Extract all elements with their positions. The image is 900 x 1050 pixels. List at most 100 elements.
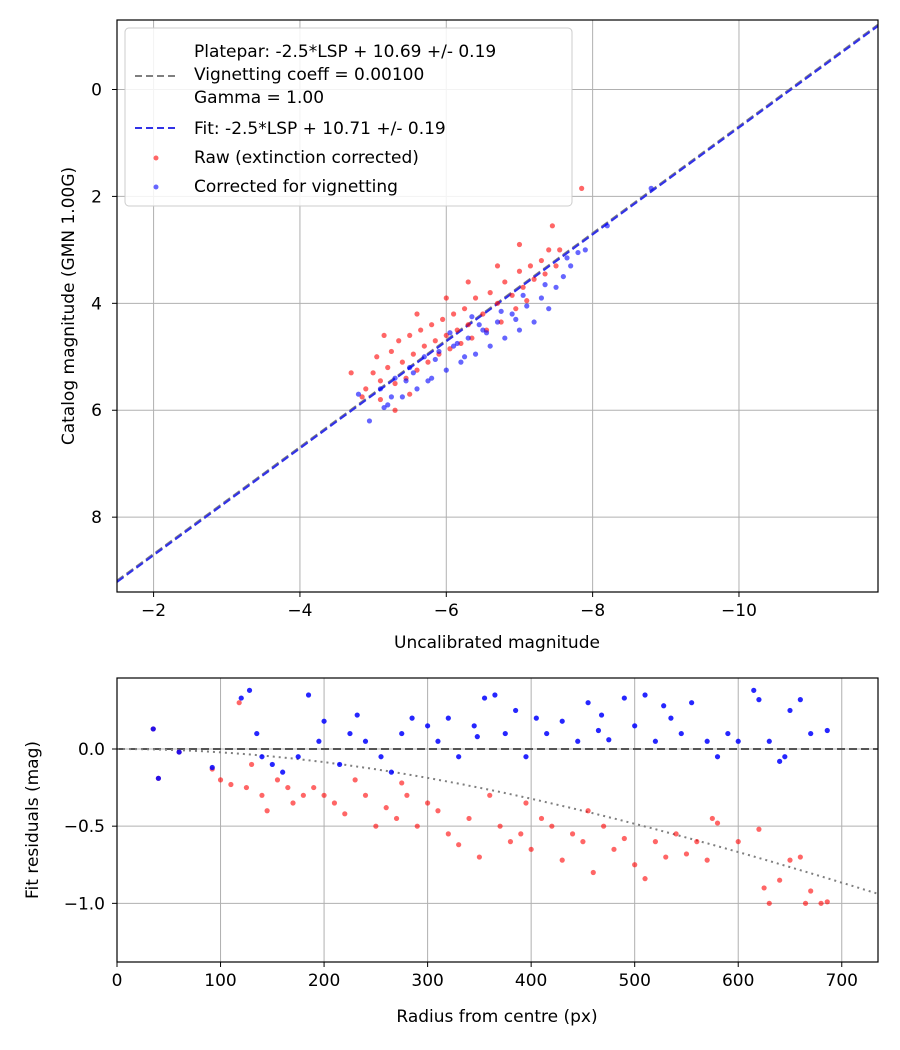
raw-point [418, 327, 424, 333]
corrected-point [465, 335, 471, 341]
corrected-residual-point [621, 695, 627, 701]
corrected-point [407, 364, 413, 371]
raw-point [469, 335, 475, 341]
corrected-residual-point [481, 695, 488, 701]
bottom-x-tick-label: 600 [722, 971, 754, 991]
raw-point [538, 257, 545, 264]
corrected-point [502, 335, 508, 341]
raw-residual-point [549, 823, 555, 829]
corrected-residual-point [321, 718, 327, 724]
corrected-residual-point [735, 738, 741, 744]
corrected-point [538, 295, 545, 301]
raw-residual-point [761, 885, 767, 891]
raw-residual-point [497, 823, 503, 829]
raw-point [392, 407, 398, 413]
corrected-residual-point [471, 723, 477, 729]
raw-point [520, 284, 526, 290]
corrected-point [388, 394, 394, 400]
corrected-point [575, 249, 581, 256]
raw-point [432, 338, 438, 344]
raw-residual-point [824, 899, 830, 905]
raw-point [348, 370, 354, 376]
top-y-axis-label: Catalog magnitude (GMN 1.00G) [59, 167, 79, 445]
raw-residual-point [673, 831, 679, 837]
raw-point [498, 319, 504, 325]
raw-point [480, 311, 486, 317]
corrected-point [498, 308, 504, 314]
corrected-residual-point [689, 700, 695, 706]
raw-residual-point [797, 854, 803, 860]
corrected-residual-point [714, 754, 721, 760]
raw-residual-point [642, 876, 648, 882]
raw-point [414, 311, 420, 317]
corrected-point [472, 351, 479, 357]
raw-residual-point [704, 857, 710, 863]
bottom-y-tick-label: −0.5 [64, 817, 105, 837]
corrected-point [425, 378, 431, 384]
corrected-point [450, 343, 457, 349]
raw-residual-point [290, 800, 296, 806]
corrected-point [366, 418, 373, 424]
corrected-point [648, 185, 654, 191]
bottom-vignetting-curve [117, 748, 878, 895]
corrected-residual-point [678, 730, 684, 737]
top-y-tick-label: 2 [91, 187, 102, 207]
raw-residual-point [663, 854, 669, 860]
corrected-point [469, 314, 475, 320]
raw-residual-point [528, 846, 534, 852]
corrected-residual-point [668, 715, 674, 721]
corrected-residual-point [661, 703, 667, 709]
corrected-residual-point [246, 687, 253, 693]
raw-residual-point [756, 826, 762, 832]
corrected-residual-point [513, 707, 519, 714]
raw-point [440, 316, 446, 322]
raw-point [399, 359, 405, 365]
raw-residual-point [393, 815, 400, 822]
top-x-tick-label: −6 [434, 601, 459, 621]
corrected-residual-point [445, 715, 451, 721]
corrected-point [454, 340, 460, 347]
raw-residual-point [802, 900, 809, 906]
raw-residual-point [766, 900, 772, 906]
raw-point [410, 351, 416, 357]
bottom-x-tick-label: 0 [112, 971, 123, 991]
corrected-residual-point [209, 764, 215, 771]
corrected-point [392, 375, 398, 381]
raw-point [465, 279, 471, 285]
top-y-tick-label: 8 [91, 508, 102, 528]
raw-point [385, 364, 391, 371]
top-y-tick-label: 0 [91, 80, 102, 100]
top-y-tick-label: 6 [91, 401, 102, 421]
corrected-point [432, 356, 438, 363]
raw-residual-point [777, 877, 783, 883]
corrected-residual-point [575, 738, 581, 744]
corrected-residual-point [606, 737, 612, 743]
corrected-residual-point [704, 738, 710, 744]
raw-residual-point [228, 781, 234, 788]
corrected-point [403, 378, 409, 384]
bottom-scatter-points [150, 687, 830, 906]
raw-residual-point [274, 777, 281, 783]
corrected-point [385, 402, 391, 408]
corrected-point [355, 391, 362, 397]
corrected-point [458, 359, 464, 365]
legend-fit-label: Fit: -2.5*LSP + 10.71 +/- 0.19 [194, 119, 446, 139]
corrected-residual-point [652, 738, 658, 744]
corrected-residual-point [777, 758, 783, 764]
corrected-point [421, 354, 427, 360]
raw-point [377, 396, 384, 403]
corrected-point [516, 327, 523, 333]
corrected-point [520, 292, 526, 298]
raw-point [509, 292, 515, 298]
raw-residual-point [311, 784, 317, 791]
corrected-residual-point [337, 761, 343, 768]
corrected-residual-point [362, 738, 369, 744]
legend-box [124, 27, 573, 207]
corrected-point [568, 263, 574, 269]
raw-point [549, 223, 555, 229]
corrected-point [480, 327, 486, 333]
raw-residual-point [373, 823, 379, 829]
raw-point [363, 386, 369, 392]
corrected-point [476, 322, 482, 328]
